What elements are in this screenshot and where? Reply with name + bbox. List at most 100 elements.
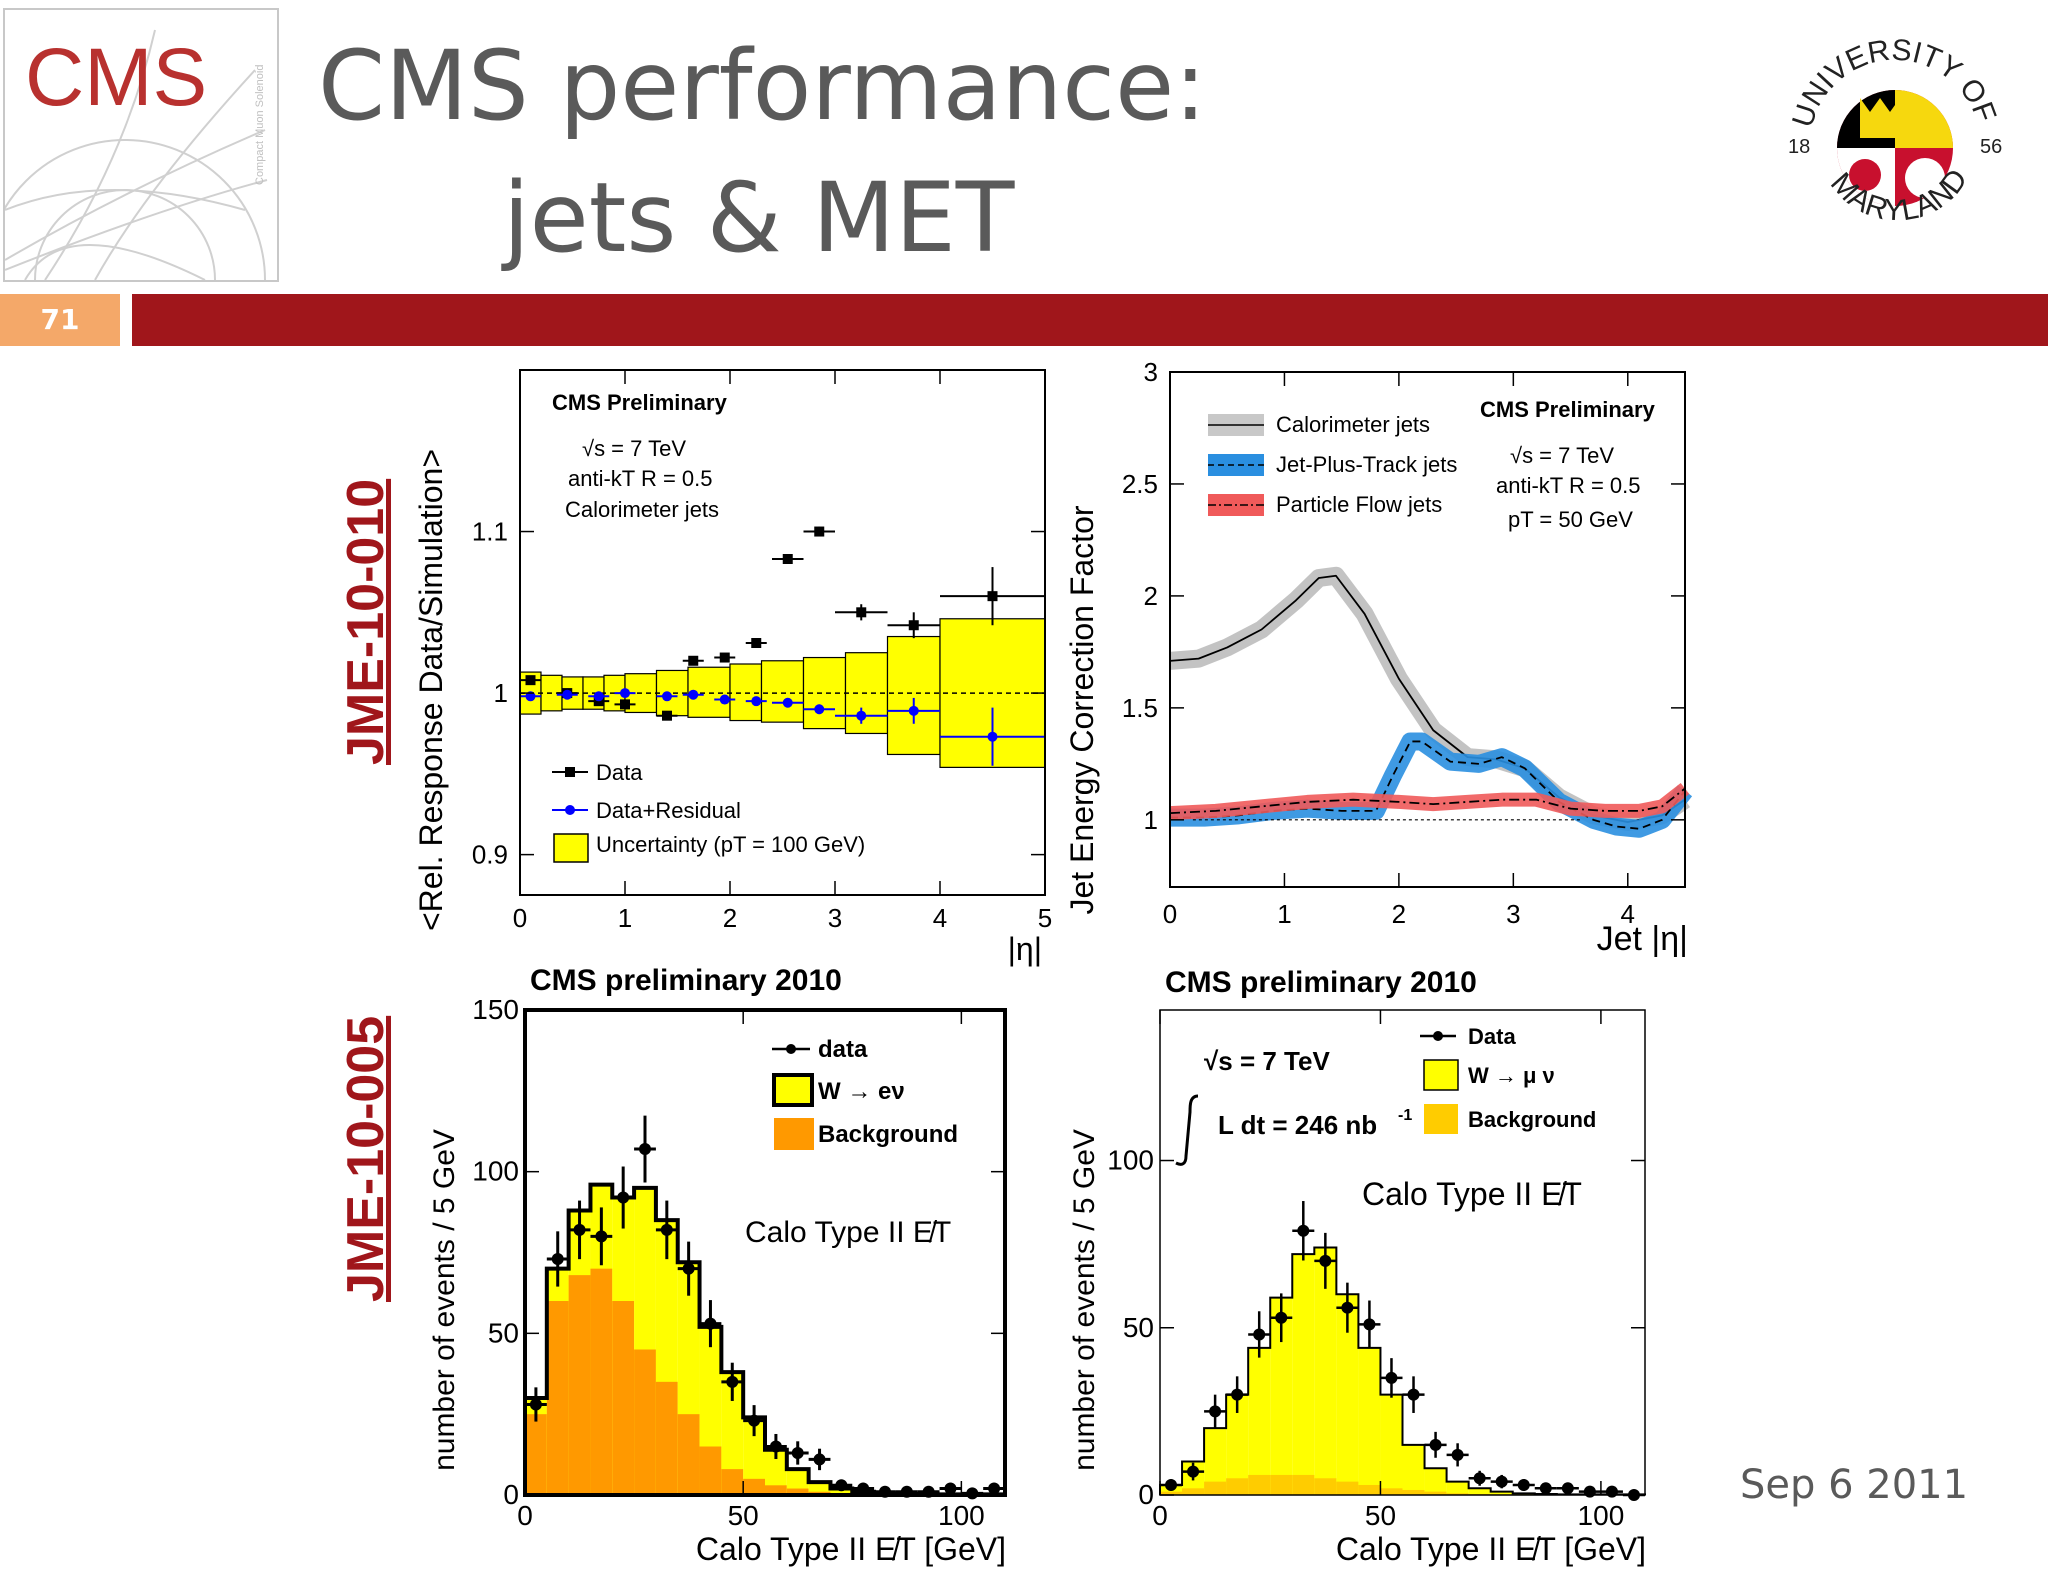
uncertainty-bin	[729, 663, 763, 722]
analysis-ref-bottom: JME-10-005	[337, 1015, 395, 1302]
data-point	[856, 607, 867, 618]
annotation-lumi-exponent: -1	[1398, 1107, 1412, 1124]
legend-swatch-background	[1424, 1104, 1458, 1134]
data-point	[1539, 1482, 1552, 1495]
background-bin	[1226, 1478, 1249, 1495]
series-line	[1169, 787, 1686, 815]
annotation-cms-prelim: CMS Preliminary	[1480, 397, 1656, 422]
background-bin	[1182, 1488, 1205, 1495]
data-point	[748, 1414, 761, 1427]
data-point	[1583, 1485, 1596, 1498]
legend: Data W → μ ν Background	[1420, 1024, 1596, 1134]
x-tick-label: 100	[938, 1500, 985, 1531]
data-point	[529, 1398, 542, 1411]
legend-signal: W → eν	[818, 1078, 905, 1105]
residual-point	[688, 689, 699, 700]
annotation-energy: √s = 7 TeV	[1510, 443, 1614, 468]
data-point	[1561, 1482, 1574, 1495]
legend-data: data	[818, 1036, 868, 1063]
data-point	[573, 1223, 586, 1236]
data-point	[617, 1191, 630, 1204]
rel-response-chart: 0 1 2 3 4 5 0.9 1 1.1 <Rel. Response Data/Simula…	[413, 369, 1052, 967]
y-tick-label: 0	[503, 1479, 519, 1510]
signal-bin	[808, 1482, 831, 1495]
y-tick-label: 150	[472, 994, 519, 1025]
data-point	[857, 1482, 870, 1495]
data-point	[835, 1479, 848, 1492]
residual-point	[908, 705, 919, 716]
annotation-algorithm: anti-kT R = 0.5	[1496, 473, 1641, 498]
data-point	[1187, 1465, 1200, 1478]
legend-signal: W → μ ν	[1468, 1063, 1555, 1088]
annotation-algorithm: anti-kT R = 0.5	[568, 466, 713, 491]
background-bin	[1446, 1493, 1469, 1495]
data-point	[814, 526, 825, 537]
data-point	[1385, 1371, 1398, 1384]
annotation-jet-type: Calorimeter jets	[565, 497, 719, 522]
legend-marker-uncertainty	[553, 833, 589, 863]
y-tick-label: 100	[472, 1156, 519, 1187]
signal-bin	[830, 1488, 853, 1495]
energy-lumi-annotation: √s = 7 TeV L dt = 246 nb -1	[1175, 1046, 1412, 1166]
legend: Calorimeter jets Jet-Plus-Track jets Par…	[1208, 412, 1457, 517]
background-bin	[612, 1301, 635, 1495]
background-bin	[1270, 1474, 1293, 1495]
slide-title-line1: CMS performance:	[318, 30, 1207, 142]
data-point	[1209, 1405, 1222, 1418]
chart-title: CMS preliminary 2010	[530, 964, 842, 997]
background-bin	[546, 1301, 569, 1495]
data-point	[1473, 1472, 1486, 1485]
signal-bin	[1314, 1247, 1337, 1495]
y-tick-label: 1.1	[472, 517, 508, 547]
data-point	[791, 1446, 804, 1459]
x-tick-label: 3	[1506, 899, 1520, 929]
data-point	[944, 1482, 957, 1495]
x-tick-label: 5	[1038, 903, 1052, 933]
residual-point	[719, 694, 730, 705]
annotation-lumi: L dt = 246 nb	[1218, 1110, 1377, 1140]
annotations: CMS Preliminary √s = 7 TeV anti-kT R = 0…	[552, 390, 728, 522]
legend-calo: Calorimeter jets	[1276, 412, 1430, 437]
y-tick-label: 2	[1144, 581, 1158, 611]
legend-data: Data	[1468, 1024, 1516, 1049]
residual-point	[562, 689, 573, 700]
data-point	[639, 1143, 651, 1156]
x-tick-label: 2	[723, 903, 737, 933]
background-bin	[677, 1414, 700, 1495]
page-number-badge: 71	[0, 294, 120, 346]
cms-logo: CMS Compact Muon Solenoid	[3, 8, 279, 282]
legend-pf: Particle Flow jets	[1276, 492, 1442, 517]
y-axis-label: number of events / 5 GeV	[428, 1129, 461, 1471]
legend-background: Background	[1468, 1107, 1596, 1132]
y-tick-label: 0.9	[472, 840, 508, 870]
annotation-met-type: Calo Type II E̸T	[745, 1216, 951, 1249]
cms-logo-side-text: Compact Muon Solenoid	[254, 65, 266, 185]
legend-swatch-background	[774, 1118, 814, 1150]
y-tick-label: 0	[1138, 1479, 1154, 1510]
annotation-cms-prelim: CMS Preliminary	[552, 390, 728, 415]
axis-ticks: 0 50 100 0 50 100	[1107, 1010, 1645, 1531]
y-axis-label: number of events / 5 GeV	[1068, 1129, 1101, 1471]
data-point	[769, 1440, 782, 1453]
data-point	[1341, 1301, 1354, 1314]
x-axis-label: Calo Type II E̸T [GeV]	[1336, 1531, 1646, 1567]
data-point	[782, 554, 793, 564]
data-point	[595, 1230, 608, 1243]
x-axis-label: |η|	[1008, 931, 1042, 967]
total-outline	[1159, 1246, 1646, 1496]
stacked-histogram	[1160, 1247, 1645, 1495]
background-bin	[1336, 1481, 1359, 1495]
background-bin	[699, 1446, 722, 1495]
annotation-energy: √s = 7 TeV	[582, 436, 686, 461]
uncertainty-bin	[760, 660, 805, 723]
analysis-ref-top: JME-10-010	[337, 478, 395, 765]
data-point	[682, 1262, 695, 1275]
x-tick-label: 1	[1277, 899, 1291, 929]
background-bin	[743, 1478, 765, 1495]
met-wmunu-chart: CMS preliminary 2010 0 50 100 0 50 100 number…	[1068, 966, 1646, 1567]
signal-bin	[1358, 1347, 1381, 1495]
legend-jpt: Jet-Plus-Track jets	[1276, 452, 1457, 477]
residual-point	[856, 710, 867, 721]
legend-marker-data	[786, 1044, 796, 1054]
y-tick-label: 1	[494, 678, 508, 708]
